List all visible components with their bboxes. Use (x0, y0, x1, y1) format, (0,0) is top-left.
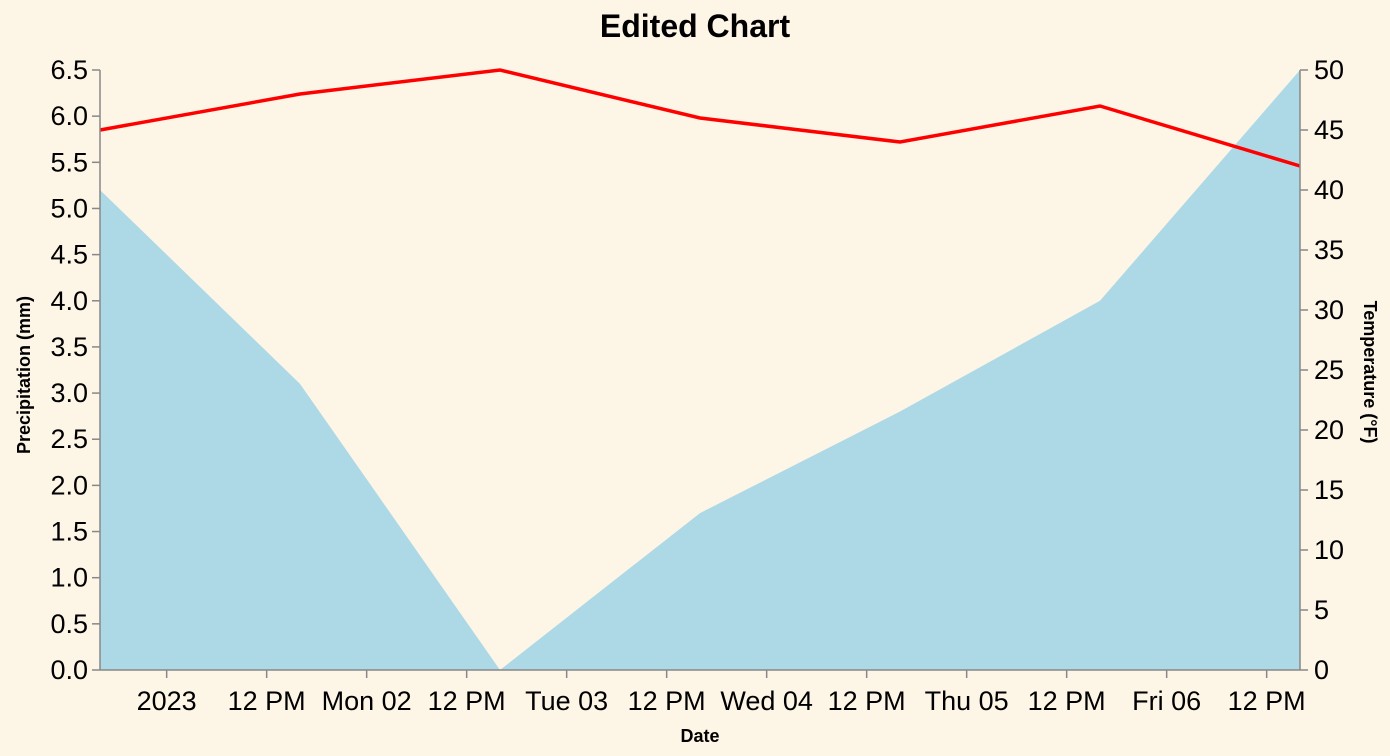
left-tick-label-13: 6.5 (50, 55, 88, 85)
x-tick-label-0: 2023 (137, 686, 197, 716)
right-tick-label-4: 20 (1314, 415, 1344, 445)
right-tick-label-7: 35 (1314, 235, 1344, 265)
x-tick-label-10: Fri 06 (1132, 686, 1201, 716)
right-tick-label-8: 40 (1314, 175, 1344, 205)
left-tick-label-9: 4.5 (50, 240, 88, 270)
x-tick-label-3: 12 PM (428, 686, 506, 716)
right-tick-label-10: 50 (1314, 55, 1344, 85)
left-tick-label-11: 5.5 (50, 147, 88, 177)
left-tick-label-4: 2.0 (50, 470, 88, 500)
x-tick-label-7: 12 PM (828, 686, 906, 716)
left-tick-label-7: 3.5 (50, 332, 88, 362)
plot-area (99, 68, 1301, 670)
precipitation-area (100, 70, 1300, 670)
temperature-line (99, 68, 1301, 168)
left-tick-label-3: 1.5 (50, 517, 88, 547)
left-tick-label-0: 0.0 (50, 655, 88, 685)
left-tick-label-5: 2.5 (50, 424, 88, 454)
right-tick-label-5: 25 (1314, 355, 1344, 385)
x-tick-label-2: Mon 02 (322, 686, 412, 716)
left-tick-label-12: 6.0 (50, 101, 88, 131)
right-y-axis-title: Temperature (°F) (1360, 301, 1380, 444)
right-tick-label-9: 45 (1314, 115, 1344, 145)
left-tick-label-6: 3.0 (50, 378, 88, 408)
chart-title: Edited Chart (600, 8, 791, 44)
left-y-axis: 0.0 0.5 1.0 1.5 2.0 2.5 3.0 3.5 4.0 4.5 5.0 5.5 6.0 6… (50, 55, 101, 685)
x-tick-label-9: 12 PM (1028, 686, 1106, 716)
right-y-axis: 0 5 10 15 20 25 30 35 40 45 50 (1299, 55, 1344, 685)
x-tick-label-11: 12 PM (1228, 686, 1306, 716)
x-tick-label-6: Wed 04 (720, 686, 813, 716)
x-axis-title: Date (680, 726, 719, 746)
right-tick-label-3: 15 (1314, 475, 1344, 505)
x-axis: 2023 12 PM Mon 02 12 PM Tue 03 12 PM Wed 04 12 … (100, 669, 1306, 716)
left-tick-label-1: 0.5 (50, 609, 88, 639)
right-tick-label-6: 30 (1314, 295, 1344, 325)
left-tick-label-10: 5.0 (50, 193, 88, 223)
left-y-axis-title: Precipitation (mm) (14, 296, 34, 454)
right-tick-label-2: 10 (1314, 535, 1344, 565)
right-tick-label-0: 0 (1314, 655, 1329, 685)
x-tick-label-4: Tue 03 (525, 686, 608, 716)
x-tick-label-8: Thu 05 (925, 686, 1009, 716)
x-tick-label-5: 12 PM (628, 686, 706, 716)
left-tick-label-8: 4.0 (50, 286, 88, 316)
x-tick-label-1: 12 PM (228, 686, 306, 716)
right-tick-label-1: 5 (1314, 595, 1329, 625)
left-tick-label-2: 1.0 (50, 563, 88, 593)
